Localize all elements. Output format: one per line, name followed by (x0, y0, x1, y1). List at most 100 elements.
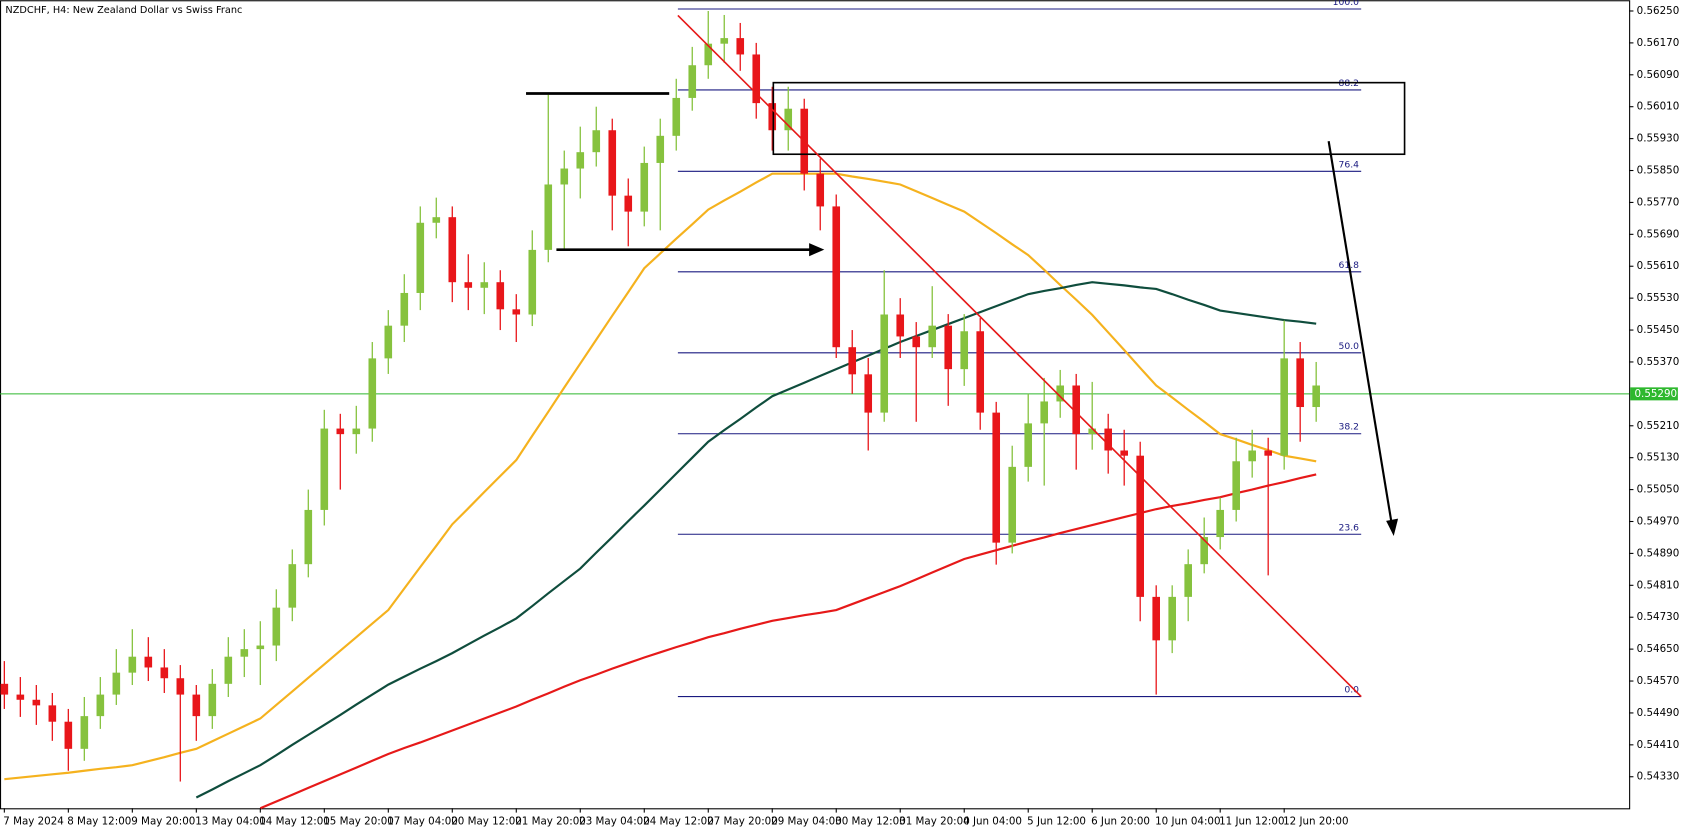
candle-body (224, 656, 233, 684)
candle-body (320, 428, 329, 510)
moving-average (195, 281, 1317, 799)
candle-body (912, 336, 921, 348)
candle-body (64, 721, 73, 749)
trend-line (677, 14, 1362, 698)
candle-body (960, 331, 969, 370)
candle-body (864, 374, 873, 413)
candle-body (528, 249, 537, 315)
candle-body (240, 649, 249, 657)
x-tick-label: 7 May 2024 (3, 815, 64, 827)
y-tick-label: 0.55210 (1637, 420, 1680, 432)
y-tick-label: 0.54970 (1637, 515, 1680, 527)
current-price-box (1630, 387, 1678, 401)
candle-body (16, 694, 25, 700)
x-tick-label: 29 May 04:00 (771, 815, 842, 827)
y-tick-label: 0.55130 (1637, 452, 1680, 464)
candle-body (144, 656, 153, 668)
y-tick-label: 0.55930 (1637, 133, 1680, 145)
y-tick-label: 0.54650 (1637, 643, 1680, 655)
fib-label: 23.6 (1339, 522, 1360, 533)
plot-area (0, 0, 1631, 810)
candle-body (48, 705, 57, 722)
x-tick-label: 9 May 20:00 (131, 815, 195, 827)
candle-body (592, 130, 601, 153)
y-tick-label: 0.54490 (1637, 707, 1680, 719)
candle-body (96, 694, 105, 717)
arrow-line (1327, 141, 1393, 524)
fib-label: 0.0 (1344, 685, 1359, 696)
current-price-label: 0.55290 (1635, 388, 1678, 400)
candle-body (448, 217, 457, 283)
x-tick-label: 4 Jun 04:00 (963, 815, 1022, 827)
arrow-head (809, 243, 825, 257)
candle-body (400, 292, 409, 326)
candle-body (1056, 385, 1065, 402)
x-tick-label: 17 May 04:00 (387, 815, 458, 827)
x-tick-label: 6 Jun 20:00 (1091, 815, 1150, 827)
candle-body (1152, 596, 1160, 641)
candle-body (512, 309, 521, 315)
moving-average (4, 172, 1317, 781)
candle-body (1040, 401, 1049, 424)
chart-title: NZDCHF, H4: New Zealand Dollar vs Swiss … (5, 5, 242, 16)
y-tick-label: 0.54570 (1637, 675, 1680, 687)
drawings (526, 14, 1406, 698)
candle-body (720, 38, 729, 44)
candle-body (32, 699, 41, 706)
candle-body (304, 509, 313, 565)
x-tick-label: 24 May 12:00 (643, 815, 714, 827)
candle-body (480, 282, 489, 288)
candle-body (640, 162, 649, 212)
x-tick-label: 12 Jun 20:00 (1283, 815, 1348, 827)
y-tick-label: 0.55770 (1637, 196, 1680, 208)
candle-body (896, 314, 905, 337)
y-tick-label: 0.55690 (1637, 228, 1680, 240)
candle-body (816, 173, 825, 207)
y-tick-label: 0.54410 (1637, 739, 1680, 751)
x-tick-label: 30 May 12:00 (835, 815, 906, 827)
candle-body (1120, 450, 1128, 456)
candle-body (1296, 358, 1304, 408)
candle-body (384, 325, 393, 359)
candle-body (272, 607, 281, 646)
candle-body (432, 217, 441, 223)
x-tick-label: 10 Jun 04:00 (1155, 815, 1220, 827)
candle-body (176, 678, 185, 695)
y-tick-label: 0.55610 (1637, 260, 1680, 272)
candle-body (976, 331, 985, 413)
candle-body (784, 108, 793, 131)
arrow-head (1386, 518, 1399, 537)
candle-body (1248, 450, 1256, 462)
y-tick-label: 0.55370 (1637, 356, 1680, 368)
x-tick-label: 31 May 20:00 (899, 815, 970, 827)
candle-body (832, 206, 841, 348)
y-tick-label: 0.56170 (1637, 37, 1680, 49)
zone-box (772, 81, 1406, 156)
x-tick-label: 8 May 12:00 (67, 815, 131, 827)
axes: 0.56250 0.56170 0.56090 0.56010 0.55930 0.558… (3, 5, 1679, 827)
candle-body (704, 43, 713, 66)
fib-label: 100.0 (1333, 0, 1359, 8)
candle-body (1200, 537, 1208, 565)
x-tick-label: 13 May 04:00 (195, 815, 266, 827)
candle-body (0, 683, 9, 695)
candle-body (288, 564, 297, 608)
x-tick-label: 5 Jun 12:00 (1027, 815, 1086, 827)
y-tick-label: 0.54330 (1637, 771, 1680, 783)
fib-layer: 100.088.276.461.850.038.223.60.0 (0, 0, 1630, 698)
candle-body (496, 282, 505, 310)
x-tick-label: 11 Jun 12:00 (1219, 815, 1284, 827)
candle-body (416, 222, 425, 293)
candle-body (208, 683, 217, 717)
candle-body (1216, 509, 1224, 538)
x-tick-label: 23 May 04:00 (579, 815, 650, 827)
candle-body (880, 314, 889, 413)
candle-body (256, 645, 265, 650)
x-tick-label: 21 May 20:00 (515, 815, 586, 827)
candle-body (192, 694, 201, 717)
candle-body (1280, 358, 1288, 456)
candle-body (624, 195, 633, 212)
x-tick-label: 27 May 20:00 (707, 815, 778, 827)
y-tick-label: 0.55450 (1637, 324, 1680, 336)
